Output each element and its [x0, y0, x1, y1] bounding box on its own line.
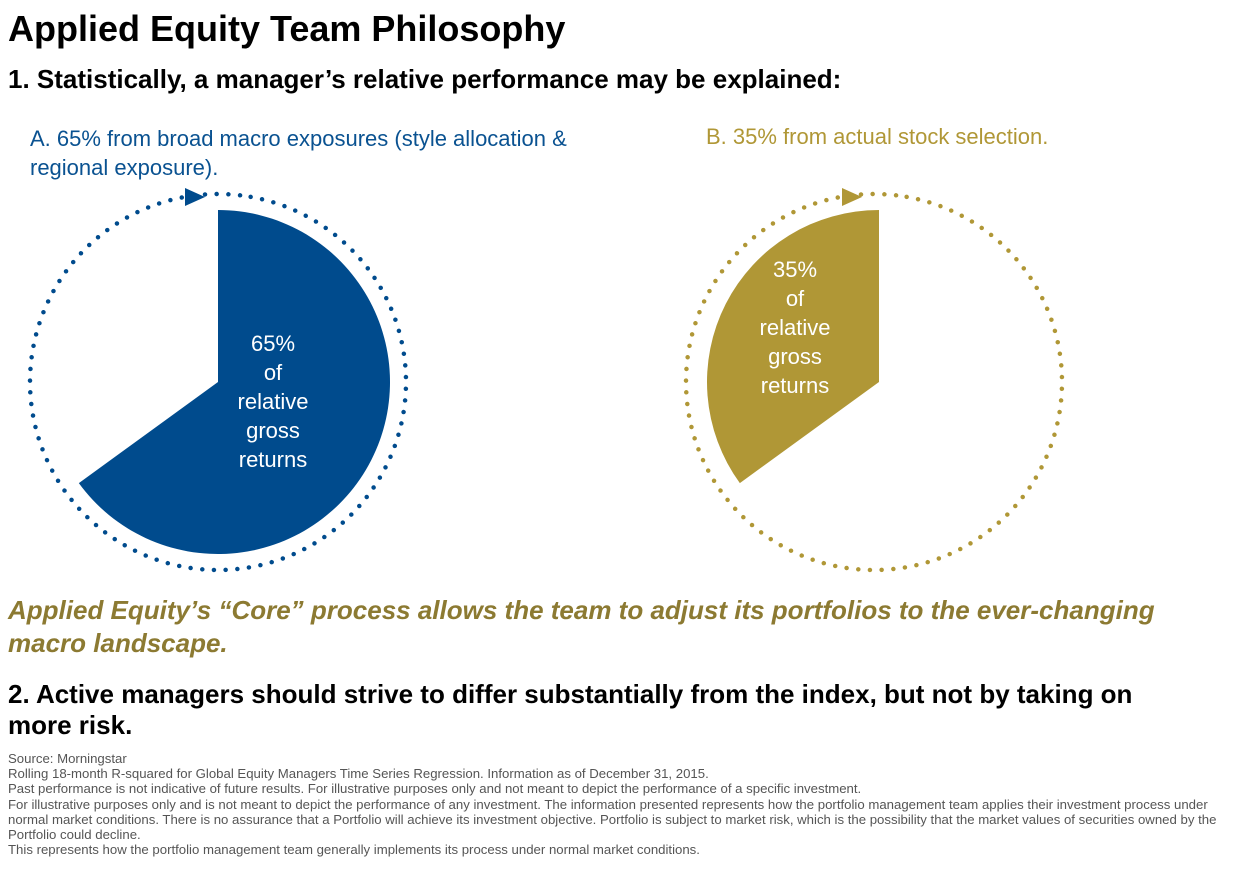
footnote: Past performance is not indicative of fu…	[8, 781, 862, 797]
label-line: of	[263, 360, 283, 385]
slide-title: Applied Equity Team Philosophy	[8, 8, 566, 49]
label-line: relative	[759, 315, 831, 340]
pie-b-arrow-icon	[842, 188, 862, 206]
label-line: returns	[760, 373, 830, 398]
pie-a-label: 65% of relative gross returns	[218, 329, 328, 474]
label-line: 35%	[772, 257, 818, 282]
pie-b-dotted-ring	[683, 191, 1065, 573]
label-line: gross	[768, 344, 822, 369]
label-line: returns	[238, 447, 308, 472]
pie-charts	[27, 188, 1065, 573]
footnote: Rolling 18-month R-squared for Global Eq…	[8, 766, 709, 782]
footnote: For illustrative purposes only and is no…	[8, 796, 1217, 843]
label-line: relative	[237, 389, 309, 414]
pie-a-slice	[78, 210, 391, 554]
pie-b-slice	[706, 210, 879, 484]
pie-b-label: 35% of relative gross returns	[740, 255, 850, 400]
footnote: Source: Morningstar	[8, 751, 127, 766]
point-2-heading: 2. Active managers should strive to diff…	[8, 679, 1133, 740]
label-line: gross	[246, 418, 300, 443]
footnotes: Source: Morningstar Rolling 18-month R-s…	[8, 751, 1233, 857]
point-1-heading: 1. Statistically, a manager’s relative p…	[8, 64, 842, 94]
pie-a-arrow-icon	[185, 188, 205, 206]
caption-b: B. 35% from actual stock selection.	[706, 124, 1049, 149]
label-line: of	[785, 286, 805, 311]
caption-a: A. 65% from broad macro exposures (style…	[30, 126, 567, 180]
core-statement: Applied Equity’s “Core” process allows t…	[8, 595, 1155, 658]
label-line: 65%	[250, 331, 296, 356]
footnote: This represents how the portfolio manage…	[8, 842, 700, 858]
pie-a-dotted-ring	[27, 191, 409, 573]
